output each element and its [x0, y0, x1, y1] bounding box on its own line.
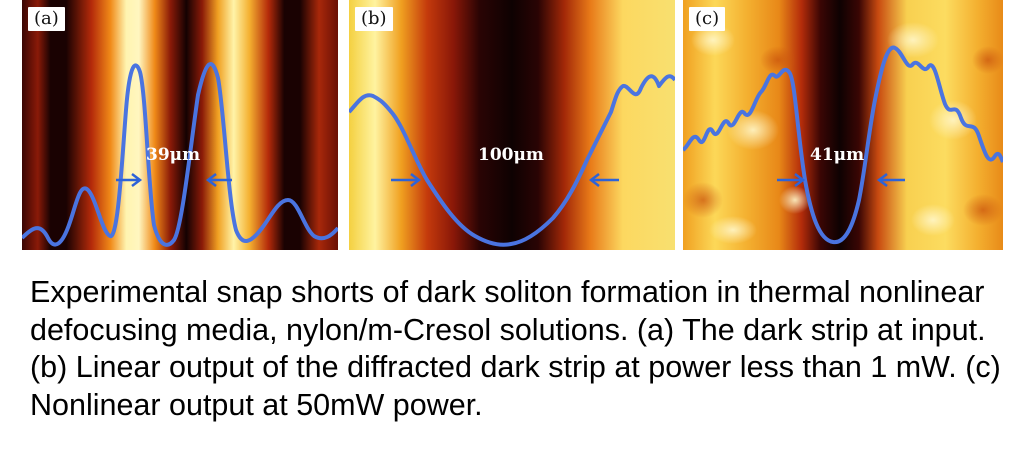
panel-label-c: (c) — [689, 7, 726, 31]
panel-c-image — [683, 0, 1003, 250]
intensity-profile-c — [683, 45, 1003, 245]
panel-label-a: (a) — [28, 7, 65, 31]
panel-label-b: (b) — [355, 7, 393, 31]
panel-a-image — [22, 0, 338, 250]
width-arrows-b — [391, 173, 619, 187]
intensity-profile-b — [349, 74, 675, 247]
width-arrows-a — [116, 173, 232, 187]
panel-b-image — [349, 0, 675, 250]
speckle-texture — [683, 22, 1003, 244]
figure-panel-b: (b) 100μm — [349, 0, 675, 250]
width-arrows-c — [777, 173, 905, 187]
intensity-profile-a — [22, 62, 338, 247]
figure-panel-c: (c) 41μm — [683, 0, 1003, 250]
figure-panel-a: (a) 39μm — [22, 0, 338, 250]
width-measurement-b: 100μm — [478, 145, 544, 165]
width-measurement-a: 39μm — [146, 145, 201, 165]
figure-caption: Experimental snap shorts of dark soliton… — [30, 275, 1001, 422]
width-measurement-c: 41μm — [810, 145, 865, 165]
